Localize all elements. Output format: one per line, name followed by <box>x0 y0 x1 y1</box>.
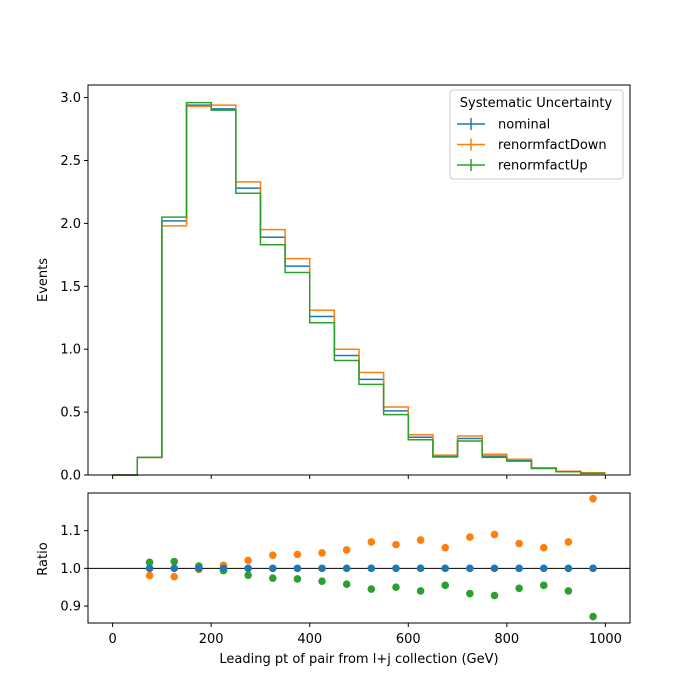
main-y-tick-label: 3.0 <box>60 91 81 106</box>
ratio-point-renormfactUp <box>293 575 302 583</box>
ratio-y-tick-label: 0.9 <box>60 600 81 615</box>
ratio-point-renormfactUp <box>342 580 351 588</box>
ratio-point-nominal <box>441 564 450 573</box>
x-tick-label: 1000 <box>589 632 622 647</box>
ratio-point-nominal <box>466 564 474 573</box>
main-y-axis: 0.0 0.5 1.0 1.5 2.0 2.5 3.0 <box>60 91 88 484</box>
main-y-tick-label: 2.5 <box>60 154 81 169</box>
main-y-tick-label: 1.0 <box>60 343 81 358</box>
ratio-point-renormfactDown <box>416 536 425 544</box>
legend-box <box>449 89 624 180</box>
ratio-point-renormfactUp <box>490 591 499 600</box>
ratio-point-renormfactDown <box>170 572 179 581</box>
ratio-point-nominal <box>392 564 400 573</box>
legend-title: Systematic Uncertainty <box>460 96 613 111</box>
main-y-axis-label: Events <box>36 258 51 302</box>
main-series-layer <box>112 101 606 476</box>
main-y-tick-label: 0.0 <box>60 469 81 484</box>
x-tick-label: 400 <box>297 632 322 647</box>
ratio-y-tick-label: 1.0 <box>60 562 81 577</box>
ratio-axes-frame <box>87 492 631 624</box>
main-y-tick-label: 2.0 <box>60 217 81 232</box>
ratio-point-renormfactUp <box>416 587 425 595</box>
legend-label-nominal: nominal <box>498 118 550 133</box>
ratio-series-layer <box>145 494 597 621</box>
ratio-point-renormfactDown <box>392 540 400 549</box>
ratio-point-nominal <box>367 564 376 573</box>
ratio-point-nominal <box>195 564 203 573</box>
ratio-point-renormfactDown <box>564 538 573 546</box>
ratio-point-nominal <box>539 564 548 573</box>
ratio-y-axis: 0.9 1.0 1.1 <box>60 524 88 615</box>
ratio-point-renormfactUp <box>367 585 376 593</box>
ratio-point-nominal <box>219 564 228 573</box>
ratio-point-nominal <box>293 564 302 573</box>
ratio-point-renormfactDown <box>367 538 376 546</box>
legend-entry-renormfactUp: renormfactUp <box>457 159 588 174</box>
ratio-y-axis-label: Ratio <box>36 542 51 575</box>
main-axes-frame <box>87 84 631 476</box>
ratio-point-renormfactDown <box>145 571 154 580</box>
ratio-point-nominal <box>342 564 351 573</box>
legend-label-renormfactDown: renormfactDown <box>498 138 607 153</box>
ratio-point-renormfactDown <box>589 494 597 503</box>
ratio-point-renormfactDown <box>244 556 252 565</box>
ratio-point-nominal <box>244 564 252 573</box>
x-tick-label: 0 <box>108 632 116 647</box>
ratio-point-renormfactDown <box>539 543 548 552</box>
ratio-point-renormfactUp <box>392 583 400 592</box>
ratio-point-renormfactUp <box>170 557 179 566</box>
ratio-point-renormfactUp <box>466 589 474 598</box>
ratio-point-renormfactDown <box>490 530 499 539</box>
ratio-point-nominal <box>318 564 326 573</box>
ratio-plot-panel: 0.9 1.0 1.1 0 200 400 600 800 1000 Ratio Leadin… <box>36 492 631 667</box>
ratio-point-nominal <box>564 564 573 573</box>
ratio-point-renormfactUp <box>564 587 573 595</box>
ratio-point-renormfactDown <box>318 549 326 557</box>
ratio-point-renormfactDown <box>441 543 450 552</box>
main-x-axis <box>112 475 606 479</box>
ratio-point-nominal <box>170 564 179 573</box>
main-y-tick-label: 0.5 <box>60 406 81 421</box>
ratio-point-renormfactUp <box>589 612 597 621</box>
ratio-point-renormfactDown <box>293 550 302 559</box>
ratio-point-renormfactUp <box>318 577 326 585</box>
series-line-renormfactUp <box>112 101 606 476</box>
ratio-point-renormfactUp <box>244 571 252 579</box>
ratio-y-tick-label: 1.1 <box>60 524 81 539</box>
x-tick-label: 600 <box>396 632 421 647</box>
ratio-point-renormfactDown <box>466 533 474 541</box>
ratio-point-nominal <box>515 564 523 573</box>
main-y-tick-label: 1.5 <box>60 280 81 295</box>
ratio-point-renormfactUp <box>441 581 450 590</box>
ratio-point-renormfactUp <box>145 558 154 567</box>
ratio-point-renormfactUp <box>268 574 277 582</box>
ratio-point-renormfactDown <box>268 551 277 559</box>
ratio-point-renormfactUp <box>539 581 548 590</box>
ratio-point-renormfactUp <box>515 584 523 593</box>
legend-entries: nominal renormfactDown renormfactUp <box>457 118 607 174</box>
ratio-point-nominal <box>145 564 154 573</box>
ratio-point-nominal <box>268 564 277 573</box>
ratio-x-axis: 0 200 400 600 800 1000 <box>108 623 622 647</box>
x-tick-label: 800 <box>494 632 519 647</box>
ratio-point-nominal <box>416 564 425 573</box>
legend-label-renormfactUp: renormfactUp <box>498 159 588 174</box>
legend-entry-renormfactDown: renormfactDown <box>457 138 607 153</box>
ratio-point-nominal <box>490 564 499 573</box>
ratio-point-renormfactDown <box>342 546 351 554</box>
x-tick-label: 200 <box>199 632 224 647</box>
x-axis-label: Leading pt of pair from l+j collection (… <box>219 652 498 667</box>
legend-entry-nominal: nominal <box>457 118 550 133</box>
ratio-point-nominal <box>589 564 597 573</box>
main-plot-panel: 0.0 0.5 1.0 1.5 2.0 2.5 3.0 Events <box>36 84 631 484</box>
legend: Systematic Uncertainty nominal renormfact… <box>449 89 624 180</box>
ratio-point-renormfactDown <box>515 539 523 548</box>
